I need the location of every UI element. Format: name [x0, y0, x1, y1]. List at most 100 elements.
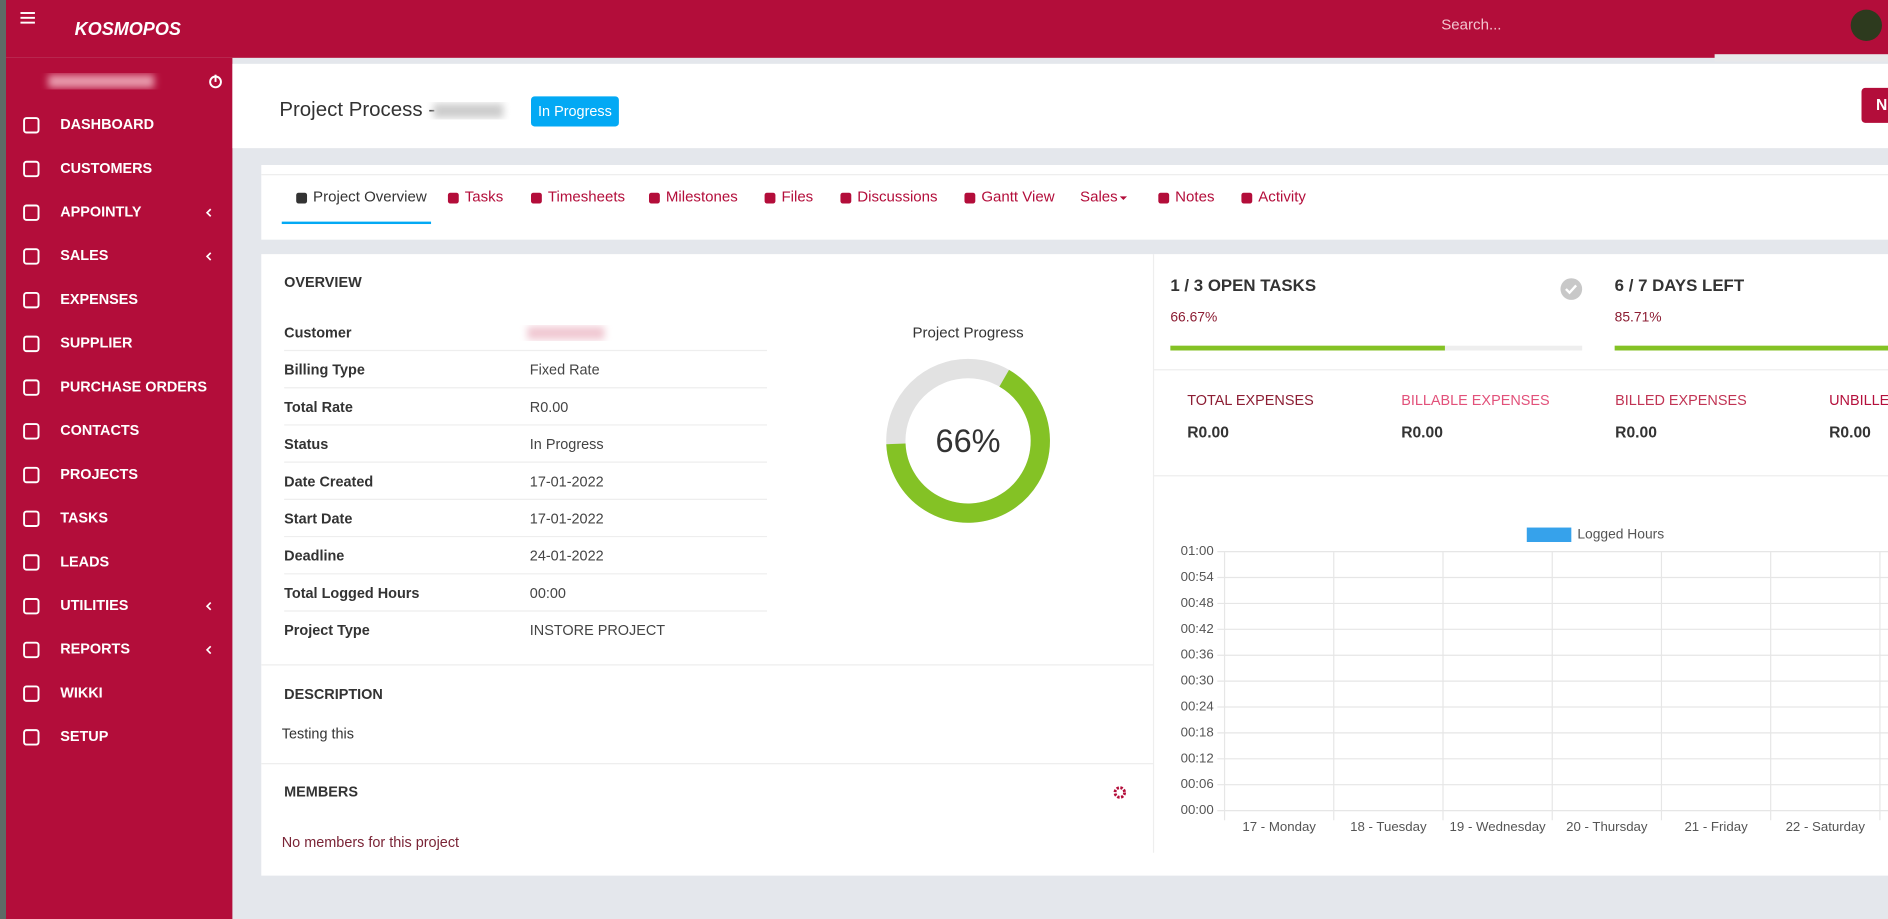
y-tick-label: 00:48	[1181, 595, 1214, 610]
menu-toggle[interactable]	[20, 12, 35, 24]
expense-label: TOTAL EXPENSES	[1187, 393, 1313, 409]
members-settings[interactable]	[1113, 786, 1127, 799]
menu-icon	[23, 291, 40, 309]
progress-bar	[1614, 345, 1888, 351]
description-heading: DESCRIPTION	[284, 687, 383, 703]
menu-icon	[23, 423, 40, 440]
tab[interactable]: Timesheets	[548, 188, 625, 205]
menu-item[interactable]: CONTACTS	[60, 423, 139, 439]
members-heading: MEMBERS	[284, 784, 358, 800]
progress-bar	[1170, 345, 1445, 351]
y-tick-label: 00:36	[1181, 647, 1214, 662]
menu-icon	[23, 685, 40, 702]
overview-value: 17-01-2022	[530, 512, 604, 528]
sidebar	[0, 57, 233, 919]
menu-item[interactable]: EXPENSES	[60, 292, 138, 308]
dropdown-edge	[1714, 54, 1888, 62]
tab[interactable]: Tasks	[465, 188, 503, 205]
overview-value: R0.00	[530, 400, 569, 416]
action-button[interactable]	[1861, 87, 1888, 123]
menu-item[interactable]: LEADS	[60, 554, 109, 570]
menu-item[interactable]: DASHBOARD	[60, 117, 154, 133]
logout-button[interactable]	[209, 74, 222, 89]
x-tick-label: 20 - Thursday	[1566, 819, 1648, 834]
submenu-arrow	[205, 252, 212, 261]
tab[interactable]: Project Overview	[313, 188, 427, 205]
overview-label: Deadline	[284, 549, 344, 565]
y-tick-label: 00:12	[1181, 750, 1214, 765]
menu-item[interactable]: CUSTOMERS	[60, 161, 152, 177]
overview-label: Status	[284, 437, 328, 453]
description-text: Testing this	[282, 727, 354, 743]
tab-icon	[531, 192, 542, 204]
y-tick-label: 00:54	[1181, 569, 1214, 584]
menu-item[interactable]: WIKKI	[60, 685, 103, 701]
submenu-arrow	[205, 208, 212, 217]
tab-icon	[964, 192, 976, 204]
menu-icon	[23, 510, 40, 527]
menu-item[interactable]: SETUP	[60, 729, 108, 745]
overview-value: In Progress	[530, 437, 604, 453]
menu-item[interactable]: PURCHASE ORDERS	[60, 379, 207, 395]
tab[interactable]: Activity	[1258, 188, 1306, 205]
overview-label: Project Type	[284, 623, 370, 639]
search-input[interactable]: Search...	[1441, 16, 1501, 33]
y-tick-label: 00:18	[1181, 724, 1214, 739]
tab-icon	[1241, 192, 1253, 204]
menu-item[interactable]: SUPPLIER	[60, 336, 133, 352]
menu-icon	[23, 379, 40, 396]
expense-label: BILLABLE EXPENSES	[1401, 393, 1549, 409]
x-tick-label: 19 - Wednesday	[1450, 819, 1546, 834]
menu-item[interactable]: SALES	[60, 248, 108, 264]
overview-label: Total Rate	[284, 400, 353, 416]
tab-bar	[261, 174, 1888, 240]
logo[interactable]: KOSMOPOS	[75, 19, 181, 39]
tab-icon	[296, 192, 308, 204]
tab[interactable]: Sales	[1080, 188, 1118, 205]
x-tick-label: 21 - Friday	[1684, 819, 1748, 834]
tab[interactable]: Files	[781, 188, 813, 205]
tab-icon	[764, 192, 776, 204]
progress-arc	[886, 369, 1050, 523]
menu-icon	[23, 248, 40, 265]
menu-item[interactable]: REPORTS	[60, 642, 130, 658]
menu-icon	[23, 554, 40, 571]
user-name-blurred	[48, 74, 155, 88]
overview-value: 24-01-2022	[530, 549, 604, 565]
overview-label: Total Logged Hours	[284, 586, 419, 602]
menu-item[interactable]: TASKS	[60, 511, 108, 527]
page-header	[232, 63, 1888, 149]
overview-heading: OVERVIEW	[284, 275, 362, 291]
tab[interactable]: Milestones	[666, 188, 738, 205]
tab[interactable]: Discussions	[857, 188, 937, 205]
overview-panel	[261, 254, 1888, 876]
action-button-text[interactable]: N	[1876, 97, 1887, 114]
tab-icon	[649, 192, 660, 204]
menu-item[interactable]: APPOINTLY	[60, 205, 142, 221]
x-tick-label: 17 - Monday	[1242, 819, 1316, 834]
members-empty: No members for this project	[282, 835, 459, 851]
legend-swatch	[1526, 527, 1572, 543]
tab-icon	[1158, 192, 1170, 204]
progress-title: Project Progress	[912, 325, 1023, 342]
y-tick-label: 00:42	[1181, 621, 1214, 636]
tab-bar-top	[261, 165, 1888, 175]
project-name-blurred	[433, 103, 504, 119]
menu-item[interactable]: PROJECTS	[60, 467, 138, 483]
tab[interactable]: Notes	[1175, 188, 1214, 205]
avatar[interactable]	[1850, 9, 1882, 41]
tab-icon	[840, 192, 852, 204]
tab[interactable]: Gantt View	[981, 188, 1054, 205]
tasks-stat-percent: 66.67%	[1170, 309, 1217, 325]
legend-label: Logged Hours	[1577, 525, 1664, 541]
status-badge	[531, 96, 619, 127]
menu-item[interactable]: UTILITIES	[60, 598, 129, 614]
page-title: Project Process -	[279, 98, 435, 121]
days-stat-percent: 85.71%	[1615, 309, 1662, 325]
overview-value: 17-01-2022	[530, 474, 604, 490]
y-tick-label: 00:24	[1181, 699, 1214, 714]
tasks-check-mark	[1565, 284, 1578, 295]
overview-label: Billing Type	[284, 363, 365, 379]
